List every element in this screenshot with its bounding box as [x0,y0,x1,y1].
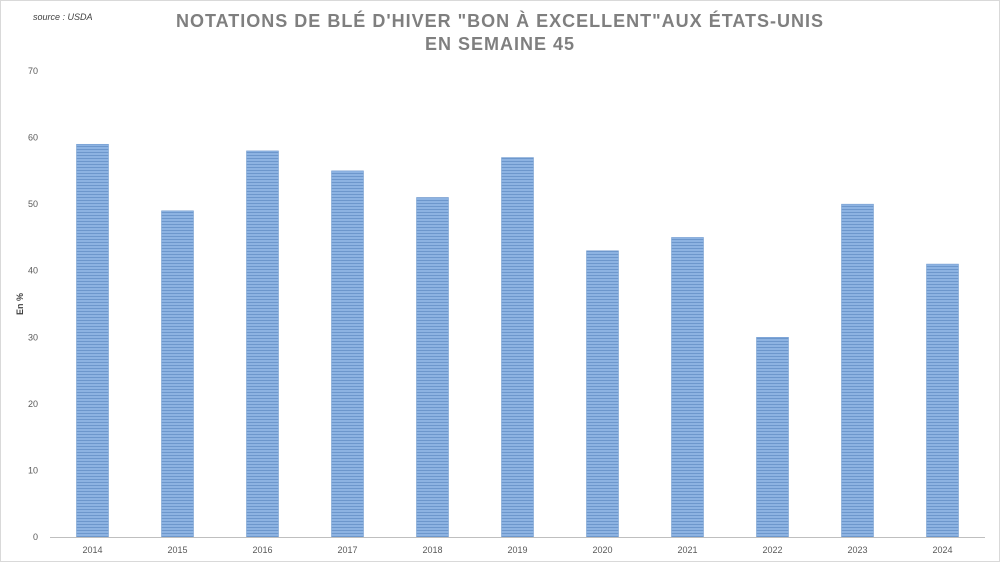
chart-title-line-1: NOTATIONS DE BLÉ D'HIVER "BON À EXCELLEN… [175,11,825,31]
bar [756,337,789,538]
bar [671,237,704,538]
y-tick-label: 50 [28,199,38,209]
bars-group [76,143,959,538]
source-note: source : USDA [33,12,93,22]
bar [161,210,194,538]
bar [331,170,364,538]
y-tick-label: 70 [28,66,38,76]
bar [926,263,959,538]
x-axis-ticks: 2014 2015 2016 2017 2018 2019 2020 2021 2022 2023… [82,545,952,555]
y-axis-ticks: 0 10 20 30 40 50 60 70 [28,66,38,542]
bar [416,197,449,538]
bar [841,203,874,538]
x-tick-label: 2015 [167,545,187,555]
y-tick-label: 10 [28,465,38,475]
x-tick-label: 2017 [337,545,357,555]
x-tick-label: 2018 [422,545,442,555]
bar [501,157,534,538]
y-tick-label: 0 [33,532,38,542]
bar [246,150,279,538]
x-tick-label: 2023 [847,545,867,555]
y-tick-label: 40 [28,266,38,276]
x-tick-label: 2022 [762,545,782,555]
x-tick-label: 2016 [252,545,272,555]
x-tick-label: 2024 [932,545,952,555]
chart-title: NOTATIONS DE BLÉ D'HIVER "BON À EXCELLEN… [0,10,1000,56]
y-tick-label: 60 [28,133,38,143]
y-axis-label: En % [15,293,25,315]
x-tick-label: 2021 [677,545,697,555]
y-tick-label: 30 [28,332,38,342]
chart-title-line-2: EN SEMAINE 45 [424,34,576,54]
x-tick-label: 2020 [592,545,612,555]
bar [76,143,109,538]
bar [586,250,619,538]
y-tick-label: 20 [28,399,38,409]
x-tick-label: 2014 [82,545,102,555]
x-tick-label: 2019 [507,545,527,555]
